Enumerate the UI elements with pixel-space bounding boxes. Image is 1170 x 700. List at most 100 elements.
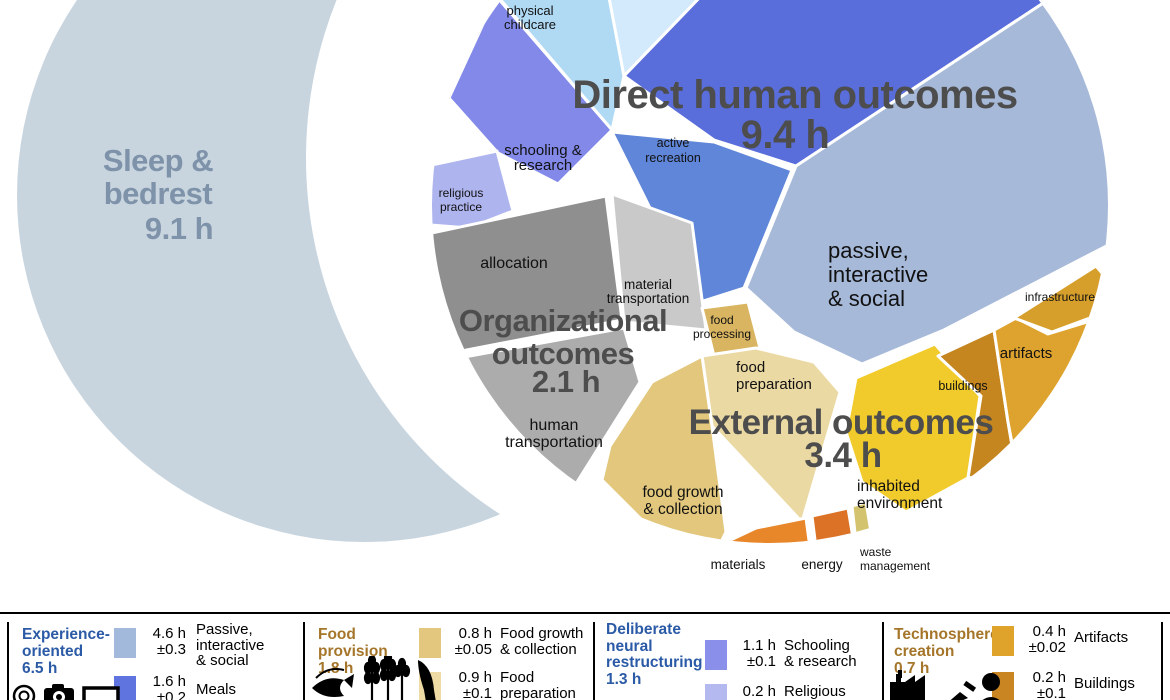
cell-labels: physical childcare schooling & research … <box>439 3 1096 573</box>
legend-label-line: & social <box>196 652 249 669</box>
label-infrastructure: infrastructure <box>1025 290 1095 304</box>
legend-value-line: 0.9 h <box>458 669 492 686</box>
sleep-label-line1: Sleep & <box>103 143 213 178</box>
legend-label-passive: Passive, interactive & social <box>196 622 264 669</box>
legend-value-buildings: 0.2 h ±0.1 <box>1012 670 1066 700</box>
legend-header-technosphere: Technosphere creation 0.7 h <box>894 626 999 677</box>
label-schooling-2: research <box>514 157 572 174</box>
label-passive-1: passive, <box>828 238 909 263</box>
camera-icon <box>44 684 74 700</box>
legend-value-religious: 0.2 h <box>726 684 776 700</box>
legend-header-neural: Deliberate neural restructuring 1.3 h <box>606 621 703 688</box>
label-energy: energy <box>801 557 843 572</box>
label-food-preparation-1: food <box>736 359 765 376</box>
legend-value-line: 0.2 h <box>1032 669 1066 686</box>
legend-header-experience: Experience- oriented 6.5 h <box>22 626 110 677</box>
legend-swatch-schooling <box>705 640 727 670</box>
legend-divider <box>1161 622 1163 700</box>
fish-icon <box>312 668 354 697</box>
legend-value-line: ±0.05 <box>454 641 492 658</box>
label-human-transportation-2: transportation <box>505 434 603 451</box>
label-food-processing-2: processing <box>693 327 751 341</box>
group-titles: Direct human outcomes 9.4 h Organization… <box>459 73 1018 475</box>
title-organizational-2: outcomes <box>492 336 634 371</box>
sleep-label-line2: bedrest <box>104 176 213 211</box>
legend-header-line: creation <box>894 643 955 660</box>
legend-value-line: ±0.2 <box>156 689 186 700</box>
label-passive-3: & social <box>828 286 905 311</box>
legend-value-line: 1.6 h <box>152 673 186 690</box>
label-inhabited-environment-1: inhabited <box>857 478 920 495</box>
title-external-outcomes-hours: 3.4 h <box>804 436 881 475</box>
tv-icon <box>82 686 120 700</box>
legend-value-schooling: 1.1 h ±0.1 <box>726 638 776 670</box>
label-passive-2: interactive <box>828 262 928 287</box>
factory-icon <box>890 670 925 700</box>
title-external-outcomes: External outcomes <box>689 403 994 442</box>
knife-icon <box>418 660 436 700</box>
sleep-hours: 9.1 h <box>145 211 213 246</box>
legend-header-line: 6.5 h <box>22 660 58 677</box>
label-materials: materials <box>711 557 766 572</box>
plate-icon-inner <box>18 690 30 700</box>
legend-header-line: restructuring <box>606 654 703 671</box>
legend-value-line: ±0.1 <box>1036 685 1066 700</box>
label-physical-childcare-2: childcare <box>504 17 556 32</box>
legend-value-line: 0.2 h <box>742 683 776 700</box>
legend-header-line: 1.3 h <box>606 670 642 688</box>
legend-header-line: oriented <box>22 643 84 660</box>
legend-value-meals: 1.6 h ±0.2 <box>136 674 186 700</box>
legend-label-line: Food <box>500 669 535 686</box>
legend-label-line: Buildings <box>1074 675 1135 692</box>
legend-swatch-artifacts <box>992 626 1014 656</box>
label-food-processing-1: food <box>710 313 733 327</box>
label-physical-childcare-1: physical <box>507 3 554 18</box>
legend-label-line: Passive, <box>196 621 253 638</box>
legend-label-line: Food growth <box>500 625 584 642</box>
title-organizational-hours: 2.1 h <box>532 364 600 399</box>
label-material-transportation-1: material <box>624 277 672 292</box>
trowel-icon <box>950 680 977 700</box>
label-allocation: allocation <box>480 255 548 272</box>
legend-label-food-preparation: Food preparation <box>500 670 576 700</box>
title-organizational-1: Organizational <box>459 303 667 338</box>
label-artifacts: artifacts <box>1000 345 1053 362</box>
legend-divider <box>593 622 595 700</box>
label-schooling-1: schooling & <box>504 142 582 159</box>
legend-value-line: 0.8 h <box>458 625 492 642</box>
legend-label-religious: Religious <box>784 684 846 700</box>
label-human-transportation-1: human <box>530 417 579 434</box>
label-active-recreation-2: recreation <box>645 151 701 165</box>
legend-header-line: Food <box>318 626 356 643</box>
legend-label-line: preparation <box>500 684 576 700</box>
legend-header-line: Experience- <box>22 626 110 643</box>
label-waste-management-2: management <box>860 559 931 573</box>
legend-label-line: Schooling <box>784 637 850 654</box>
label-active-recreation-1: active <box>657 136 690 150</box>
plate-icon <box>12 684 36 700</box>
legend-value-food-growth: 0.8 h ±0.05 <box>440 626 492 658</box>
legend-label-schooling: Schooling & research <box>784 638 857 669</box>
legend-icons-technosphere <box>888 670 1008 700</box>
label-food-preparation-2: preparation <box>736 376 812 393</box>
legend-value-line: ±0.1 <box>746 653 776 670</box>
label-inhabited-environment-2: environment <box>857 495 943 512</box>
title-direct-human-outcomes-hours: 9.4 h <box>741 113 830 157</box>
legend-value-artifacts: 0.4 h ±0.02 <box>1012 624 1066 656</box>
legend-label-line: & research <box>784 652 857 670</box>
person-icon <box>982 673 1000 700</box>
legend-swatch-religious <box>705 684 727 700</box>
legend-header-line: neural <box>606 637 653 655</box>
legend-value-line: ±0.3 <box>156 641 186 658</box>
legend-value-line: ±0.02 <box>1028 639 1066 656</box>
legend-value-line: 4.6 h <box>152 625 186 642</box>
cell-meals <box>622 0 1062 168</box>
legend-label-buildings: Buildings <box>1074 676 1135 692</box>
legend-value-food-preparation: 0.9 h ±0.1 <box>440 670 492 700</box>
legend-divider <box>882 622 884 700</box>
wheat-icon <box>363 651 411 700</box>
legend-header-line: Deliberate <box>606 621 681 638</box>
legend-swatch-food-growth <box>419 628 441 658</box>
label-material-transportation-2: transportation <box>607 291 690 306</box>
